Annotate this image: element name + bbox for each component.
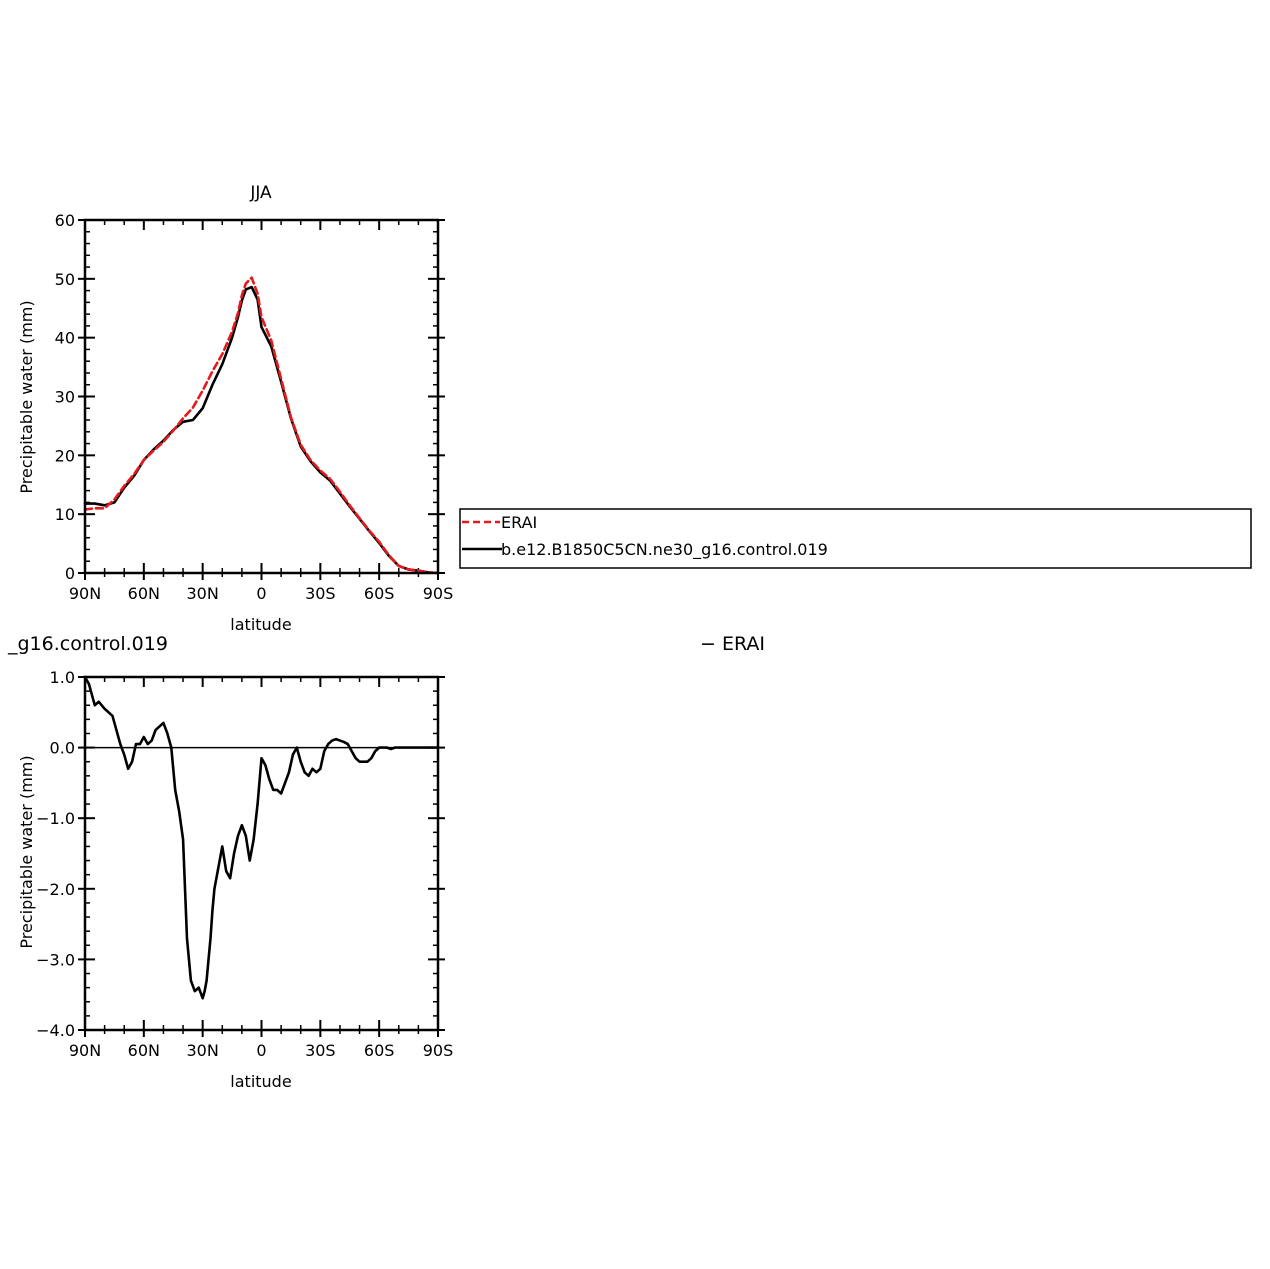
chart-title-right: − ERAI [700, 633, 765, 655]
x-tick-label: 30N [187, 1041, 219, 1060]
x-tick-label: 60N [128, 584, 160, 603]
axis-ticks [78, 219, 445, 580]
x-tick-label: 60N [128, 1041, 160, 1060]
x-tick-label: 90S [423, 1041, 454, 1060]
y-axis-label: Precipitable water (mm) [17, 300, 36, 493]
y-tick-label: −4.0 [36, 1021, 75, 1040]
plot-series [83, 675, 440, 1000]
y-tick-label: 1.0 [50, 668, 75, 687]
y-tick-label: 40 [55, 329, 75, 348]
series-line-erai [83, 276, 440, 575]
chart-title: JJA [249, 183, 272, 203]
tick-labels: 90N 60N 30N 0 30S 60S 90S 0 10 20 30 40 50 60 [55, 211, 454, 603]
y-axis-label-clip: Precipitable water (mm) [17, 755, 36, 948]
x-tick-label: 90N [69, 584, 101, 603]
y-tick-label: 20 [55, 446, 75, 465]
x-tick-label: 60S [364, 584, 395, 603]
legend: ERAI b.e12.B1850C5CN.ne30_g16.control.01… [459, 508, 1252, 569]
x-tick-label: 30S [305, 1041, 336, 1060]
y-tick-label: −1.0 [36, 809, 75, 828]
chart-jja: JJA Precipitable water (mm) latitude 90N… [17, 183, 453, 634]
legend-box [459, 508, 1252, 569]
y-tick-label: 30 [55, 388, 75, 407]
series-line-b-e12-b1850c5cn-ne30-g16-control-019 [83, 285, 440, 575]
plot-frame [83, 675, 440, 1032]
y-tick-label: 60 [55, 211, 75, 230]
x-tick-label: 90S [423, 584, 454, 603]
x-axis-label: latitude [230, 1072, 291, 1091]
y-tick-label: 10 [55, 505, 75, 524]
x-tick-label: 30S [305, 584, 336, 603]
series-line-difference [83, 675, 440, 1000]
y-tick-label: −3.0 [36, 950, 75, 969]
y-tick-label: −2.0 [36, 880, 75, 899]
x-tick-label: 0 [256, 1041, 266, 1060]
legend-label-model: b.e12.B1850C5CN.ne30_g16.control.019 [501, 540, 828, 560]
plot-frame [83, 218, 440, 575]
y-tick-label: 0.0 [50, 739, 75, 758]
y-tick-label: 0 [65, 564, 75, 583]
legend-label-erai: ERAI [501, 513, 537, 532]
axis-ticks [78, 676, 445, 1037]
x-tick-label: 60S [364, 1041, 395, 1060]
plot-series [83, 276, 440, 575]
chart-difference: _g16.control.019 − ERAI Precipitable wat… [7, 633, 765, 1091]
y-tick-label: 50 [55, 270, 75, 289]
x-axis-label: latitude [230, 615, 291, 634]
tick-labels: 90N 60N 30N 0 30S 60S 90S −4.0 −3.0 −2.0 −1.0 0.0 1.… [36, 668, 453, 1060]
y-axis-label: Precipitable water (mm) [17, 755, 36, 948]
x-tick-label: 0 [256, 584, 266, 603]
chart-title-left: _g16.control.019 [7, 633, 168, 655]
x-tick-label: 90N [69, 1041, 101, 1060]
x-tick-label: 30N [187, 584, 219, 603]
